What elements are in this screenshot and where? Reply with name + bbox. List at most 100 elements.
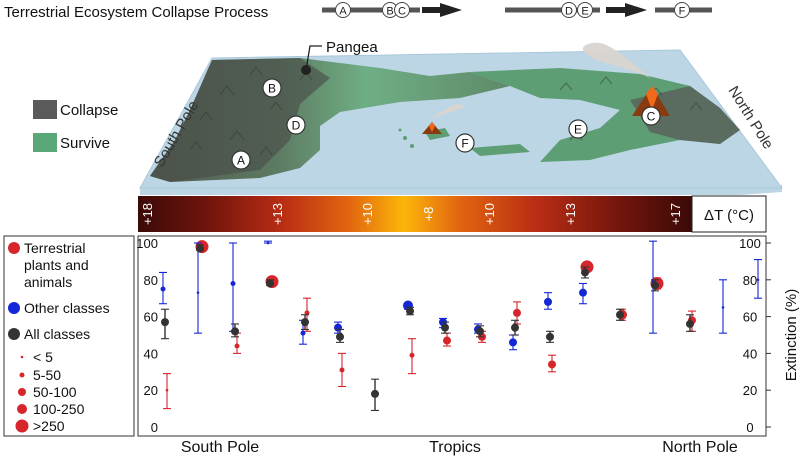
header-marker-c: C <box>394 2 410 18</box>
data-point <box>546 330 554 343</box>
legend-size-entry: 5-50 <box>19 367 61 383</box>
legend-size-dot <box>18 388 26 396</box>
data-point <box>196 244 204 253</box>
y-tick-label-left: 60 <box>144 310 158 325</box>
map-site-e: E <box>568 119 588 139</box>
temperature-label: +10 <box>482 203 497 225</box>
legend-entry-label: Other classes <box>24 300 110 316</box>
y-tick-label-left: 100 <box>136 236 158 251</box>
data-point <box>264 240 272 245</box>
data-marker <box>721 306 725 309</box>
islet <box>398 128 402 132</box>
data-marker <box>196 244 204 253</box>
x-axis-label: Tropics <box>429 439 481 456</box>
mountain-texture <box>189 66 703 156</box>
legend-size-dot <box>15 419 29 433</box>
x-axis-label: South Pole <box>181 439 259 456</box>
timeline-arrow-shaft <box>606 7 626 13</box>
data-marker <box>231 327 239 336</box>
volcano-small-icon <box>422 104 465 134</box>
map-site-text: A <box>237 154 245 168</box>
data-marker <box>443 336 451 345</box>
legend-entry-label: plants and <box>24 257 89 273</box>
data-marker <box>334 323 342 332</box>
map-site-text: C <box>647 110 656 124</box>
header-marker-text: C <box>398 6 406 18</box>
island <box>470 144 530 156</box>
data-point <box>233 332 241 354</box>
header-marker-f: F <box>674 2 690 18</box>
header-marker-text: F <box>679 6 686 18</box>
y-tick-label-right: 20 <box>743 383 757 398</box>
data-point <box>719 279 727 334</box>
timeline-arrow-icon <box>440 3 462 17</box>
data-marker <box>581 268 589 277</box>
data-marker <box>160 286 166 292</box>
data-point <box>544 292 552 310</box>
data-point <box>579 282 587 305</box>
y-tick-label-left: 20 <box>144 383 158 398</box>
data-marker <box>513 308 521 317</box>
temperature-bar: ΔT (°C) +18 +13 +10 +8 +10 +13 +17 <box>138 195 767 233</box>
legend-box <box>3 235 135 437</box>
temperature-label: +10 <box>360 203 375 225</box>
data-marker <box>651 281 659 290</box>
islet <box>403 136 407 140</box>
map-site-text: D <box>292 119 301 133</box>
legend-size-dot <box>19 372 25 378</box>
data-marker <box>509 338 517 347</box>
data-point <box>336 328 344 343</box>
survive-swatch <box>33 133 57 152</box>
map-site-b: B <box>262 78 282 98</box>
header-marker-d: D <box>561 2 577 18</box>
y-tick-label-left: 40 <box>144 346 158 361</box>
timeline-arrow-icon <box>625 3 647 17</box>
data-marker <box>304 310 310 316</box>
data-marker <box>406 307 414 316</box>
data-point <box>266 279 274 288</box>
y-tick-label-right: 0 <box>746 420 753 435</box>
y-tick-label-right: 80 <box>743 273 757 288</box>
collapse-region-west <box>150 58 330 182</box>
map-site-c: C <box>641 106 661 126</box>
data-point <box>511 319 519 336</box>
legend-size-label: < 5 <box>33 349 53 365</box>
collapse-legend-label: Collapse <box>60 102 118 119</box>
y-tick-label-left: 0 <box>151 420 158 435</box>
data-point <box>194 242 202 334</box>
map-site-d: D <box>286 115 306 135</box>
temperature-label: +13 <box>270 203 285 225</box>
collapse-legend: Collapse Survive <box>33 100 118 152</box>
data-marker <box>266 279 274 288</box>
data-point <box>161 308 169 340</box>
legend-dot <box>8 328 20 340</box>
header-marker-e: E <box>577 2 593 18</box>
data-marker <box>441 323 449 332</box>
data-point <box>509 334 517 351</box>
legend-size-entry: >250 <box>15 418 65 434</box>
data-marker <box>548 360 556 369</box>
temperature-label: +8 <box>421 207 436 222</box>
data-marker <box>301 318 309 327</box>
map-site-text: B <box>268 82 276 96</box>
temperature-unit-box <box>691 195 767 233</box>
data-marker <box>511 323 519 332</box>
data-marker <box>300 330 306 336</box>
legend-entry-all: All classes <box>8 326 90 342</box>
y-tick-label-right: 100 <box>739 236 761 251</box>
header-marker-text: B <box>386 6 393 18</box>
data-point <box>406 306 414 316</box>
legend-size-label: 100-250 <box>33 401 85 417</box>
header-marker-text: E <box>581 6 588 18</box>
map-site-a: A <box>231 150 251 170</box>
data-marker <box>476 327 484 336</box>
series-all <box>161 244 694 411</box>
data-point <box>371 378 379 411</box>
map-site-text: F <box>461 137 468 151</box>
legend-dot <box>8 302 20 314</box>
header-marker-a: A <box>335 2 351 18</box>
data-marker <box>579 288 587 297</box>
legend-dot <box>8 242 20 254</box>
